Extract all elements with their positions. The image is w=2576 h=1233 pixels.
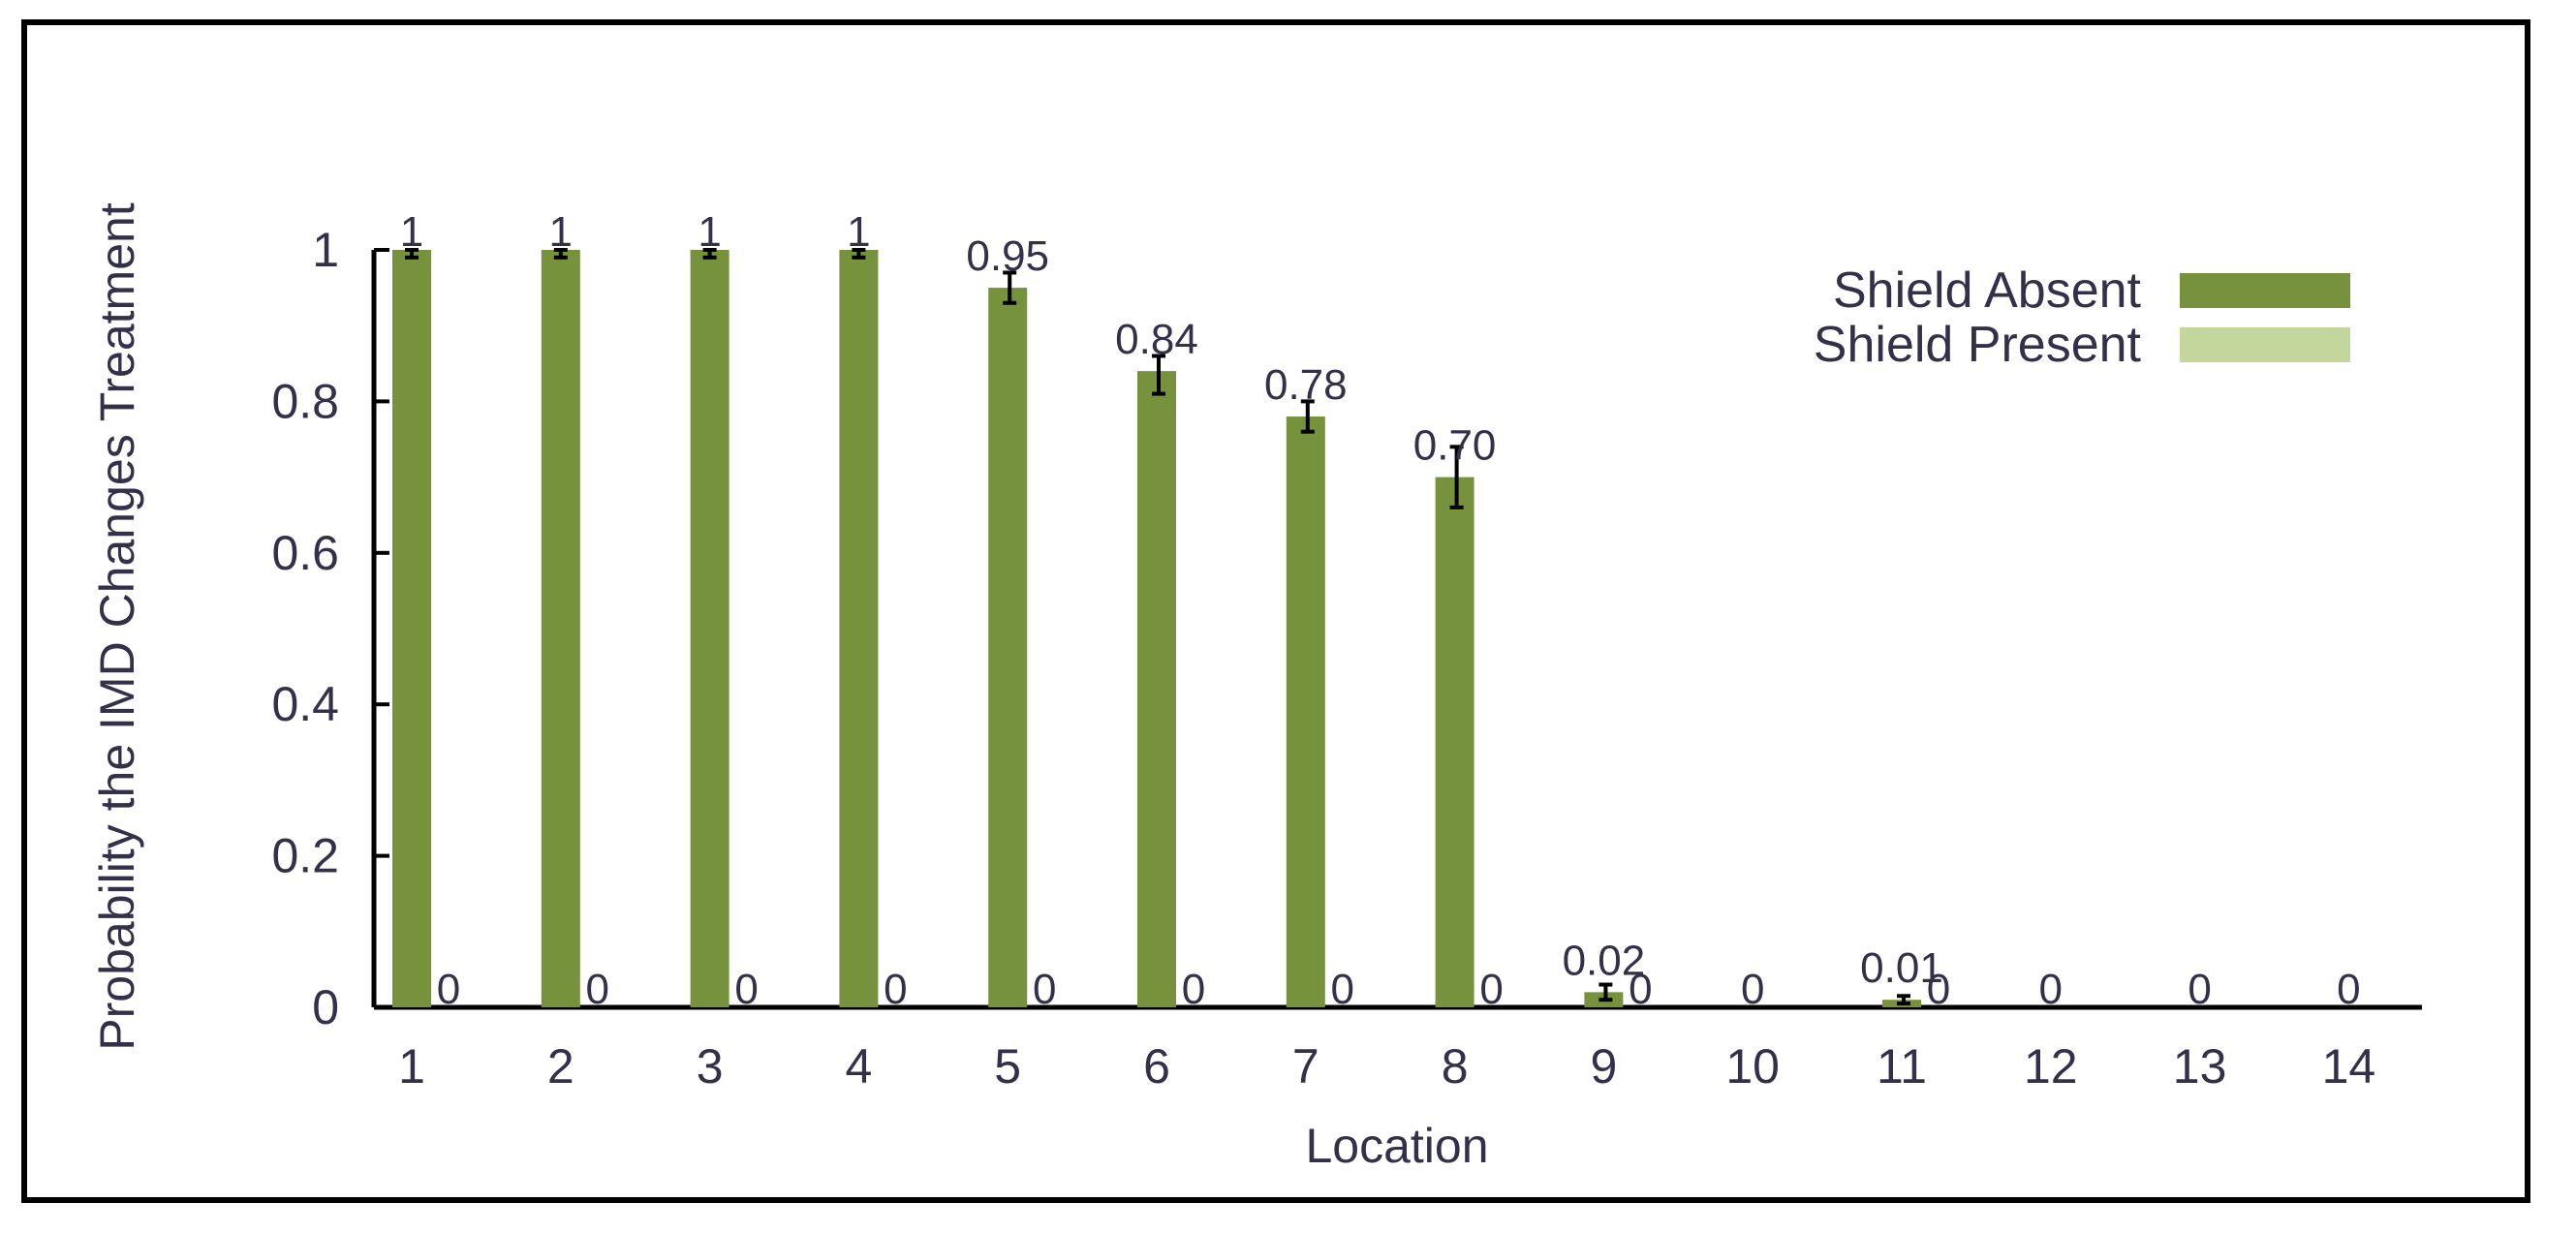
x-tick-label: 14 [2322,1039,2376,1094]
x-tick-label: 6 [1143,1039,1170,1094]
data-label-shield-absent: 1 [549,208,573,256]
data-label-shield-absent: 0.84 [1115,316,1198,363]
y-tick-label: 0.2 [271,829,339,883]
data-label-shield-absent: 1 [847,208,870,256]
bar-shield-absent [1137,371,1176,1007]
data-label-shield-present: 0 [1927,966,1950,1013]
data-label-shield-absent: 0.02 [1563,937,1646,984]
y-tick-label: 0 [312,980,339,1034]
data-label-shield-absent: 1 [400,208,423,256]
y-tick-label: 0.4 [271,677,339,731]
data-label-shield-present: 0 [1033,966,1056,1013]
bar-shield-absent [988,288,1028,1008]
bar-shield-absent [839,250,879,1007]
x-tick-label: 4 [845,1039,872,1094]
x-axis-title: Location [1305,1119,1488,1173]
data-label-shield-absent: 0.95 [966,232,1049,280]
y-axis-title: Probability the IMD Changes Treatment [90,202,144,1051]
data-label-shield-absent: 0.70 [1413,422,1497,470]
x-tick-label: 13 [2173,1039,2227,1094]
x-tick-label: 11 [1877,1039,1927,1094]
data-label-shield-present: 0 [586,966,609,1013]
bar-shield-absent [1286,416,1325,1007]
legend-swatch [2180,327,2350,362]
data-label-shield-present: 0 [884,966,907,1013]
x-tick-label: 2 [547,1039,574,1094]
data-label-shield-absent: 0 [2039,966,2063,1013]
y-tick-label: 0.8 [271,374,339,428]
y-tick-label: 0.6 [271,526,339,580]
data-label-shield-present: 0 [437,966,460,1013]
x-tick-label: 8 [1442,1039,1469,1094]
bar-shield-absent [690,250,729,1007]
x-tick-label: 3 [697,1039,724,1094]
bar-shield-absent [1435,477,1474,1008]
data-label-shield-absent: 0.78 [1264,361,1348,409]
bar-shield-absent [541,250,580,1007]
data-label-shield-present: 0 [1182,966,1205,1013]
bar-shield-absent [392,250,431,1007]
x-tick-label: 1 [398,1039,425,1094]
data-label-shield-present: 0 [1479,966,1503,1013]
data-label-shield-absent: 0 [1741,966,1764,1013]
data-label-shield-absent: 0 [2337,966,2360,1013]
legend-swatch [2180,273,2350,308]
x-tick-label: 5 [994,1039,1021,1094]
data-label-shield-absent: 0.01 [1860,944,1943,992]
data-label-shield-absent: 0 [2188,966,2211,1013]
legend-label: Shield Present [1814,317,2142,373]
x-tick-label: 9 [1590,1039,1617,1094]
data-label-shield-present: 0 [734,966,758,1013]
y-tick-label: 1 [312,223,339,277]
x-tick-label: 7 [1292,1039,1319,1094]
legend-label: Shield Absent [1833,262,2142,319]
x-tick-label: 12 [2024,1039,2078,1094]
data-label-shield-present: 0 [1629,966,1652,1013]
x-tick-label: 10 [1725,1039,1780,1094]
data-label-shield-present: 0 [1331,966,1354,1013]
data-label-shield-absent: 1 [698,208,721,256]
